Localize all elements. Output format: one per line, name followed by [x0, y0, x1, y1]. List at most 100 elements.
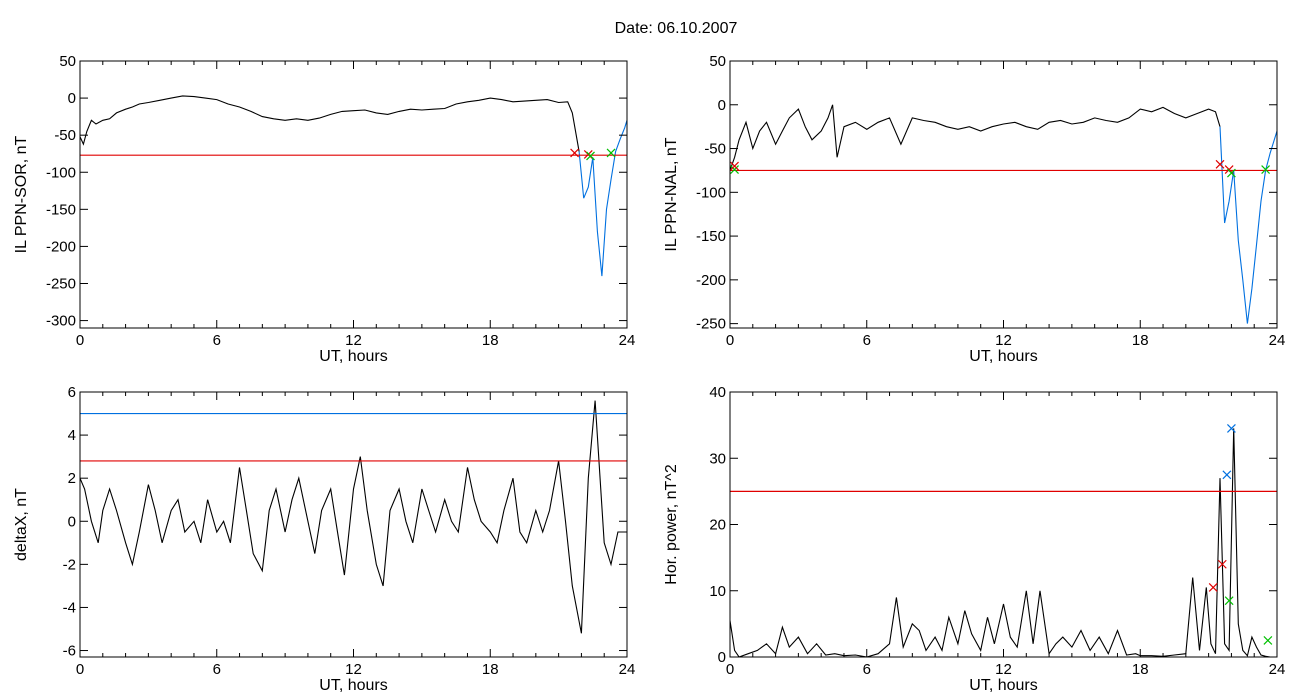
y-tick-label: 30 — [709, 450, 726, 467]
x-tick-label: 18 — [482, 332, 499, 349]
y-tick-label: 50 — [59, 53, 76, 70]
x-tick-label: 24 — [619, 661, 636, 678]
marker-4 — [1224, 596, 1234, 606]
marker-stroke — [1263, 636, 1273, 645]
series-line-0 — [730, 104, 1221, 171]
marker-stroke — [730, 165, 739, 174]
marker-1 — [730, 161, 739, 171]
y-tick-label: 0 — [68, 513, 76, 530]
x-axis-label: UT, hours — [969, 348, 1037, 365]
x-tick-label: 18 — [1132, 661, 1149, 678]
plot-area — [80, 95, 627, 277]
marker-stroke — [570, 148, 580, 158]
marker-stroke — [1224, 165, 1234, 174]
x-tick-label: 12 — [345, 332, 362, 349]
y-tick-label: 40 — [709, 384, 726, 401]
y-axis-label: deltaX, nT — [13, 488, 30, 561]
y-tick-label: 0 — [718, 649, 726, 666]
y-tick-label: 10 — [709, 583, 726, 600]
marker-stroke — [606, 148, 616, 158]
figure-title: Date: 06.10.2007 — [615, 20, 738, 37]
x-tick-label: 0 — [76, 332, 84, 349]
marker-3 — [606, 148, 616, 158]
axes-frame — [729, 391, 1278, 658]
y-tick-label: -150 — [46, 201, 76, 218]
marker-stroke — [1226, 424, 1236, 433]
y-tick-label: -200 — [696, 272, 726, 289]
marker-stroke — [586, 151, 595, 161]
panel-il-ppn-nal: 0 6 12 18 24 50 0 -50 -100 -150 -200 -250 UT, hours I… — [663, 53, 1285, 365]
plot-area — [80, 400, 627, 634]
y-tick-label: 20 — [709, 517, 726, 534]
x-tick-label: 6 — [213, 332, 221, 349]
marker-stroke — [730, 161, 739, 171]
x-tick-label: 0 — [726, 332, 734, 349]
y-tick-label: -4 — [63, 599, 76, 616]
x-tick-label: 12 — [345, 661, 362, 678]
y-tick-label: -300 — [46, 313, 76, 330]
x-tick-label: 18 — [482, 661, 499, 678]
y-axis-label: IL PPN-NAL, nT — [663, 137, 680, 251]
marker-2 — [1215, 159, 1225, 169]
y-tick-label: -250 — [696, 316, 726, 333]
plot-area — [730, 424, 1277, 657]
marker-stroke — [1215, 159, 1225, 169]
marker-stroke — [1208, 583, 1218, 592]
y-axis-label: IL PPN-SOR, nT — [13, 135, 30, 253]
y-tick-label: 50 — [709, 53, 726, 70]
marker-1 — [1217, 559, 1227, 569]
x-axis-label: UT, hours — [319, 348, 387, 365]
marker-4 — [1226, 168, 1236, 178]
y-tick-label: -200 — [46, 238, 76, 255]
x-tick-label: 12 — [995, 332, 1012, 349]
marker-2 — [586, 151, 595, 161]
x-tick-label: 24 — [1269, 661, 1286, 678]
x-axis-label: UT, hours — [969, 677, 1037, 694]
plot-area — [730, 104, 1277, 324]
axes-frame — [729, 60, 1278, 329]
marker-stroke — [1261, 165, 1271, 174]
marker-0 — [730, 165, 739, 174]
marker-stroke — [1217, 559, 1227, 569]
series-line-0 — [80, 95, 580, 152]
marker-stroke — [1224, 596, 1234, 606]
x-tick-label: 6 — [213, 661, 221, 678]
x-axis-label: UT, hours — [319, 677, 387, 694]
marker-stroke — [1222, 470, 1232, 480]
y-tick-label: -50 — [704, 141, 726, 158]
panel-il-ppn-sor: 0 6 12 18 24 50 0 -50 -100 -150 -200 -250 -300 UT, ho… — [13, 53, 635, 365]
x-tick-label: 6 — [863, 332, 871, 349]
x-tick-label: 6 — [863, 661, 871, 678]
y-tick-label: 2 — [68, 470, 76, 487]
marker-5 — [1261, 165, 1271, 174]
marker-5 — [1263, 636, 1273, 645]
y-tick-label: 6 — [68, 384, 76, 401]
y-tick-label: -150 — [696, 228, 726, 245]
y-tick-label: -250 — [46, 276, 76, 293]
y-tick-label: 0 — [68, 90, 76, 107]
x-tick-label: 0 — [726, 661, 734, 678]
panel-hor-power: 0 6 12 18 24 40 30 20 10 0 UT, hours Hor. power, nT… — [663, 384, 1285, 694]
y-tick-label: -100 — [696, 184, 726, 201]
series-line-0 — [730, 428, 1277, 657]
marker-3 — [1226, 424, 1236, 433]
x-tick-label: 24 — [1269, 332, 1286, 349]
y-tick-label: -100 — [46, 164, 76, 181]
marker-2 — [1222, 470, 1232, 480]
panel-deltax: 0 6 12 18 24 6 4 2 0 -2 -4 -6 UT, hours deltaX, nT — [13, 384, 635, 694]
axes-frame — [79, 60, 628, 329]
x-tick-label: 24 — [619, 332, 636, 349]
x-tick-label: 18 — [1132, 332, 1149, 349]
y-tick-label: 0 — [718, 97, 726, 114]
marker-0 — [1208, 583, 1218, 592]
y-tick-label: -2 — [63, 556, 76, 573]
marker-stroke — [1226, 168, 1236, 178]
y-tick-label: 4 — [68, 427, 76, 444]
series-line-1 — [1219, 126, 1277, 324]
y-axis-label: Hor. power, nT^2 — [663, 464, 680, 585]
series-line-1 — [578, 120, 627, 277]
x-tick-label: 12 — [995, 661, 1012, 678]
y-tick-label: -6 — [63, 643, 76, 660]
series-line-0 — [80, 400, 627, 634]
